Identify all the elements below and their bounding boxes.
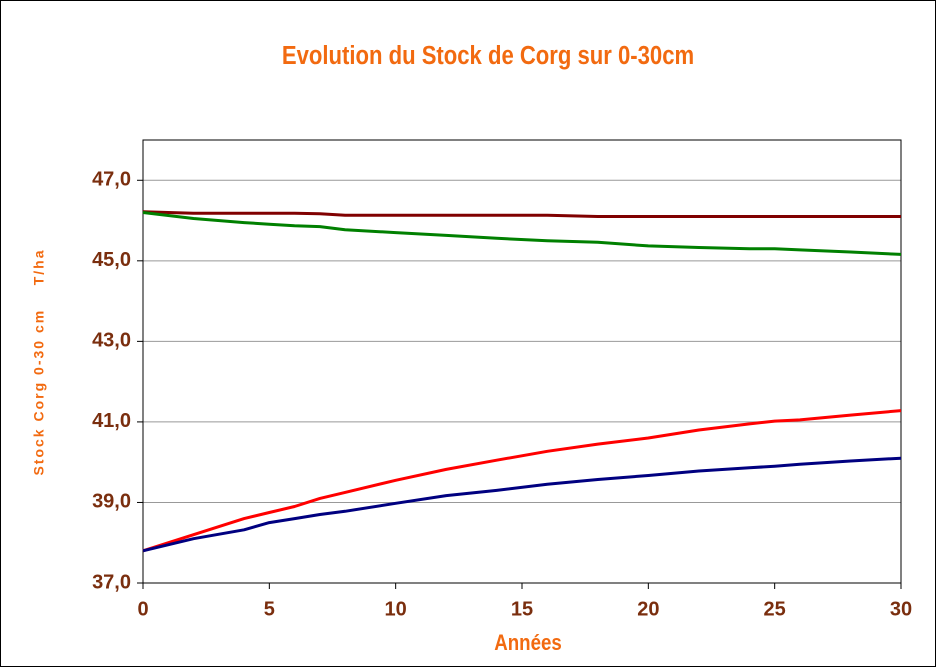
series-line: [142, 456, 902, 553]
x-tick-label: 30: [890, 598, 912, 620]
y-tick-label: 41,0: [92, 410, 131, 432]
y-tick-label: 45,0: [92, 249, 131, 271]
y-tick-label: 39,0: [92, 491, 131, 513]
x-tick-label: 25: [764, 598, 786, 620]
y-tick-label: 43,0: [92, 330, 131, 352]
y-tick-label: 37,0: [92, 571, 131, 593]
x-tick-label: 10: [385, 598, 407, 620]
x-tick-label: 20: [637, 598, 659, 620]
y-tick-label: 47,0: [92, 169, 131, 191]
x-tick-label: 5: [264, 598, 275, 620]
series-line: [142, 409, 902, 553]
series-line: [142, 211, 902, 256]
x-axis-label: Années: [494, 631, 562, 655]
series-line: [142, 210, 901, 218]
x-tick-label: 15: [511, 598, 533, 620]
x-tick-label: 0: [137, 598, 148, 620]
y-axis-label: Stock Corg 0-30 cm T/ha: [31, 248, 47, 475]
chart-title: Evolution du Stock de Corg sur 0-30cm: [282, 41, 694, 70]
